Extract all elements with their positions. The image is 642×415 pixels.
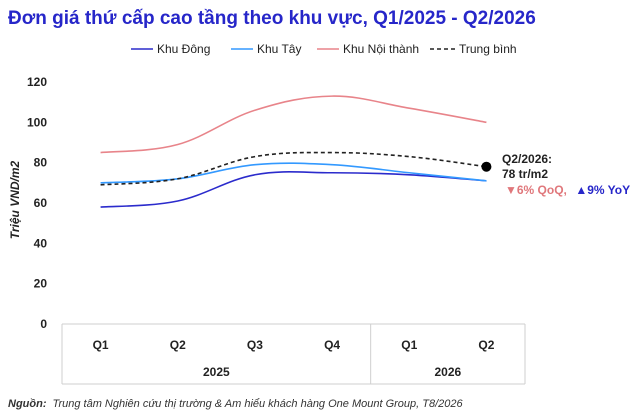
annotation-yoy: ▲9% YoY — [575, 183, 630, 197]
y-tick-label: 40 — [34, 236, 48, 250]
series-line-trung-bình — [100, 151, 487, 186]
y-axis-label: Triệu VND/m2 — [8, 160, 22, 239]
legend: Khu Đông Khu Tây Khu Nội thành Trung bình — [131, 42, 517, 56]
highlight-point — [481, 161, 492, 172]
y-tick-label: 120 — [27, 75, 47, 89]
x-tick-label: Q3 — [247, 338, 263, 352]
legend-label: Khu Tây — [257, 42, 301, 56]
legend-label: Khu Đông — [157, 42, 210, 56]
source-label: Nguồn: — [8, 398, 47, 410]
x-tick-label: Q1 — [93, 338, 109, 352]
series-line-khu-nội-thành — [100, 95, 487, 154]
x-tick-label: Q2 — [170, 338, 186, 352]
x-tick-label: Q1 — [401, 338, 417, 352]
x-tick-label: Q4 — [324, 338, 340, 352]
legend-label: Trung bình — [459, 42, 517, 56]
x-tick-label: Q2 — [478, 338, 494, 352]
annotation-change: ▼6% QoQ, ▲9% YoY — [505, 181, 630, 198]
source-note: Nguồn: Trung tâm Nghiên cứu thị trường &… — [8, 398, 464, 410]
annotation-qoq: ▼6% QoQ, — [505, 183, 567, 197]
series-line-khu-đông — [100, 171, 487, 208]
x-axis: 2025 2026 Q1 Q2 Q3 Q4 Q1 Q2 — [61, 323, 526, 385]
annotation-line2: 78 tr/m2 — [502, 167, 548, 181]
annotation-line1: Q2/2026: — [502, 152, 552, 166]
y-tick-label: 80 — [34, 156, 48, 170]
y-tick-label: 0 — [40, 317, 47, 331]
chart-title: Đơn giá thứ cấp cao tầng theo khu vực, Q… — [8, 8, 536, 29]
y-tick-label: 100 — [27, 115, 47, 129]
x-year-label: 2026 — [434, 365, 461, 379]
series-line-khu-tây — [100, 162, 487, 184]
source-text: Trung tâm Nghiên cứu thị trường & Am hiể… — [53, 398, 464, 410]
series-lines — [100, 95, 487, 208]
x-year-label: 2025 — [203, 365, 230, 379]
y-tick-label: 60 — [34, 196, 48, 210]
y-axis-ticks: 0 20 40 60 80 100 120 — [27, 75, 47, 331]
legend-label: Khu Nội thành — [343, 42, 419, 56]
y-tick-label: 20 — [34, 277, 48, 291]
